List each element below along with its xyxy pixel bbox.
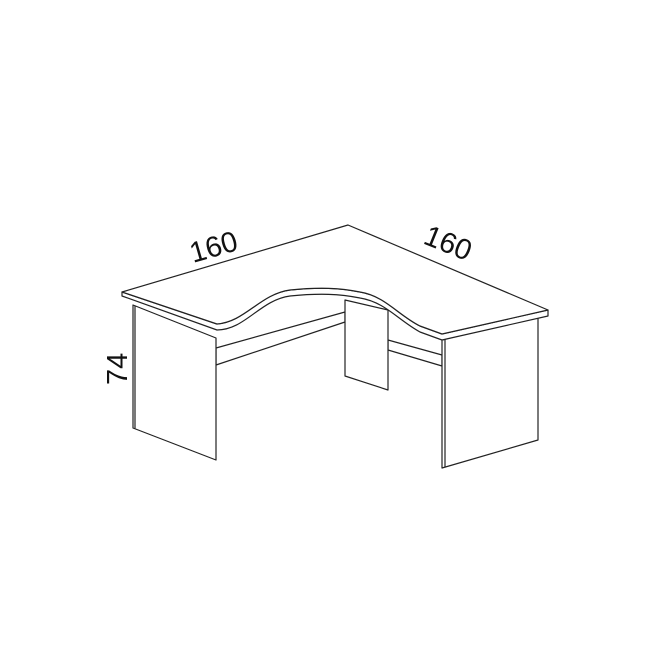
right-leg [441,315,539,469]
dimension-height: 74 [102,353,134,385]
left-leg [132,304,217,461]
right-modesty-panel [387,339,443,367]
desktop-top [121,224,549,335]
center-leg [344,299,389,391]
